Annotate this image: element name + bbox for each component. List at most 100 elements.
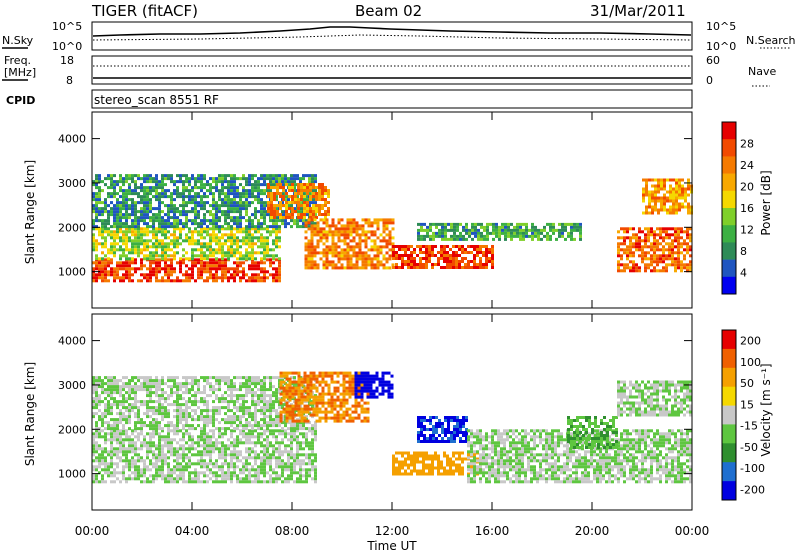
echo-cell bbox=[119, 225, 122, 229]
echo-cell bbox=[92, 379, 95, 383]
echo-cell bbox=[242, 385, 245, 389]
echo-cell bbox=[182, 258, 185, 262]
echo-cell bbox=[152, 257, 155, 261]
echo-cell bbox=[137, 267, 140, 271]
power-colorbar-label: Power [dB] bbox=[759, 170, 773, 235]
echo-cell bbox=[146, 480, 149, 484]
echo-cell bbox=[278, 279, 281, 283]
echo-cell bbox=[410, 254, 413, 257]
echo-cell bbox=[346, 224, 350, 228]
echo-cell bbox=[293, 186, 296, 190]
echo-cell bbox=[113, 468, 116, 472]
echo-cell bbox=[638, 245, 641, 249]
echo-cell bbox=[209, 276, 212, 280]
echo-cell bbox=[417, 228, 420, 232]
echo-cell bbox=[257, 421, 260, 425]
echo-cell bbox=[203, 424, 206, 428]
echo-cell bbox=[95, 264, 98, 268]
echo-cell bbox=[459, 234, 462, 238]
echo-cell bbox=[431, 245, 434, 248]
echo-cell bbox=[346, 236, 350, 240]
echo-cell bbox=[203, 251, 206, 255]
echo-cell bbox=[113, 213, 116, 217]
echo-cell bbox=[98, 210, 101, 214]
echo-cell bbox=[233, 239, 236, 243]
echo-cell bbox=[134, 453, 137, 457]
echo-cell bbox=[376, 227, 380, 231]
echo-cell bbox=[122, 444, 125, 448]
echo-cell bbox=[143, 180, 146, 184]
echo-cell bbox=[107, 403, 110, 407]
echo-cell bbox=[104, 219, 107, 223]
echo-cell bbox=[119, 248, 122, 252]
echo-cell bbox=[251, 254, 254, 258]
echo-cell bbox=[656, 233, 659, 237]
echo-cell bbox=[92, 406, 95, 410]
echo-cell bbox=[146, 403, 149, 407]
echo-cell bbox=[215, 276, 218, 280]
echo-cell bbox=[221, 251, 224, 255]
echo-cell bbox=[185, 418, 188, 422]
echo-cell bbox=[131, 222, 134, 226]
echo-cell bbox=[263, 429, 266, 433]
echo-cell bbox=[188, 400, 191, 404]
echo-cell bbox=[143, 468, 146, 472]
echo-cell bbox=[185, 379, 188, 383]
echo-cell bbox=[677, 260, 680, 264]
echo-cell bbox=[179, 385, 182, 389]
echo-cell bbox=[215, 459, 218, 463]
echo-cell bbox=[662, 257, 665, 261]
echo-cell bbox=[149, 379, 152, 383]
echo-cell bbox=[170, 453, 173, 457]
echo-cell bbox=[101, 421, 104, 425]
echo-cell bbox=[200, 465, 203, 469]
echo-cell bbox=[654, 178, 657, 182]
echo-cell bbox=[296, 210, 299, 214]
echo-cell bbox=[182, 474, 185, 478]
echo-cell bbox=[170, 441, 173, 445]
echo-cell bbox=[257, 397, 260, 401]
echo-cell bbox=[263, 465, 266, 469]
echo-cell bbox=[233, 441, 236, 445]
echo-cell bbox=[185, 257, 188, 261]
echo-cell bbox=[125, 400, 128, 404]
echo-cell bbox=[663, 196, 666, 200]
echo-cell bbox=[122, 230, 125, 234]
echo-cell bbox=[257, 480, 260, 484]
echo-cell bbox=[659, 254, 662, 258]
echo-cell bbox=[107, 273, 110, 277]
echo-cell bbox=[273, 204, 276, 207]
echo-cell bbox=[164, 248, 167, 252]
echo-cell bbox=[665, 254, 668, 258]
echo-cell bbox=[104, 459, 107, 463]
echo-cell bbox=[149, 397, 152, 401]
echo-cell bbox=[257, 438, 260, 442]
echo-cell bbox=[471, 225, 474, 229]
echo-cell bbox=[534, 228, 537, 232]
echo-cell bbox=[407, 254, 410, 257]
echo-cell bbox=[155, 245, 158, 249]
echo-cell bbox=[227, 254, 230, 258]
echo-cell bbox=[140, 432, 143, 436]
echo-cell bbox=[206, 444, 209, 448]
echo-cell bbox=[653, 236, 656, 240]
echo-cell bbox=[239, 245, 242, 249]
echo-cell bbox=[239, 429, 242, 433]
echo-cell bbox=[281, 438, 284, 442]
echo-cell bbox=[218, 261, 221, 265]
echo-cell bbox=[212, 254, 215, 258]
echo-cell bbox=[239, 201, 242, 205]
echo-cell bbox=[269, 459, 272, 463]
echo-cell bbox=[164, 261, 167, 265]
echo-cell bbox=[212, 198, 215, 202]
echo-cell bbox=[185, 225, 188, 229]
echo-cell bbox=[170, 225, 173, 229]
echo-cell bbox=[239, 477, 242, 481]
echo-cell bbox=[179, 388, 182, 392]
echo-cell bbox=[152, 465, 155, 469]
echo-cell bbox=[113, 239, 116, 243]
echo-cell bbox=[164, 225, 167, 229]
echo-cell bbox=[95, 474, 98, 478]
echo-cell bbox=[92, 376, 95, 380]
echo-cell bbox=[343, 257, 347, 261]
